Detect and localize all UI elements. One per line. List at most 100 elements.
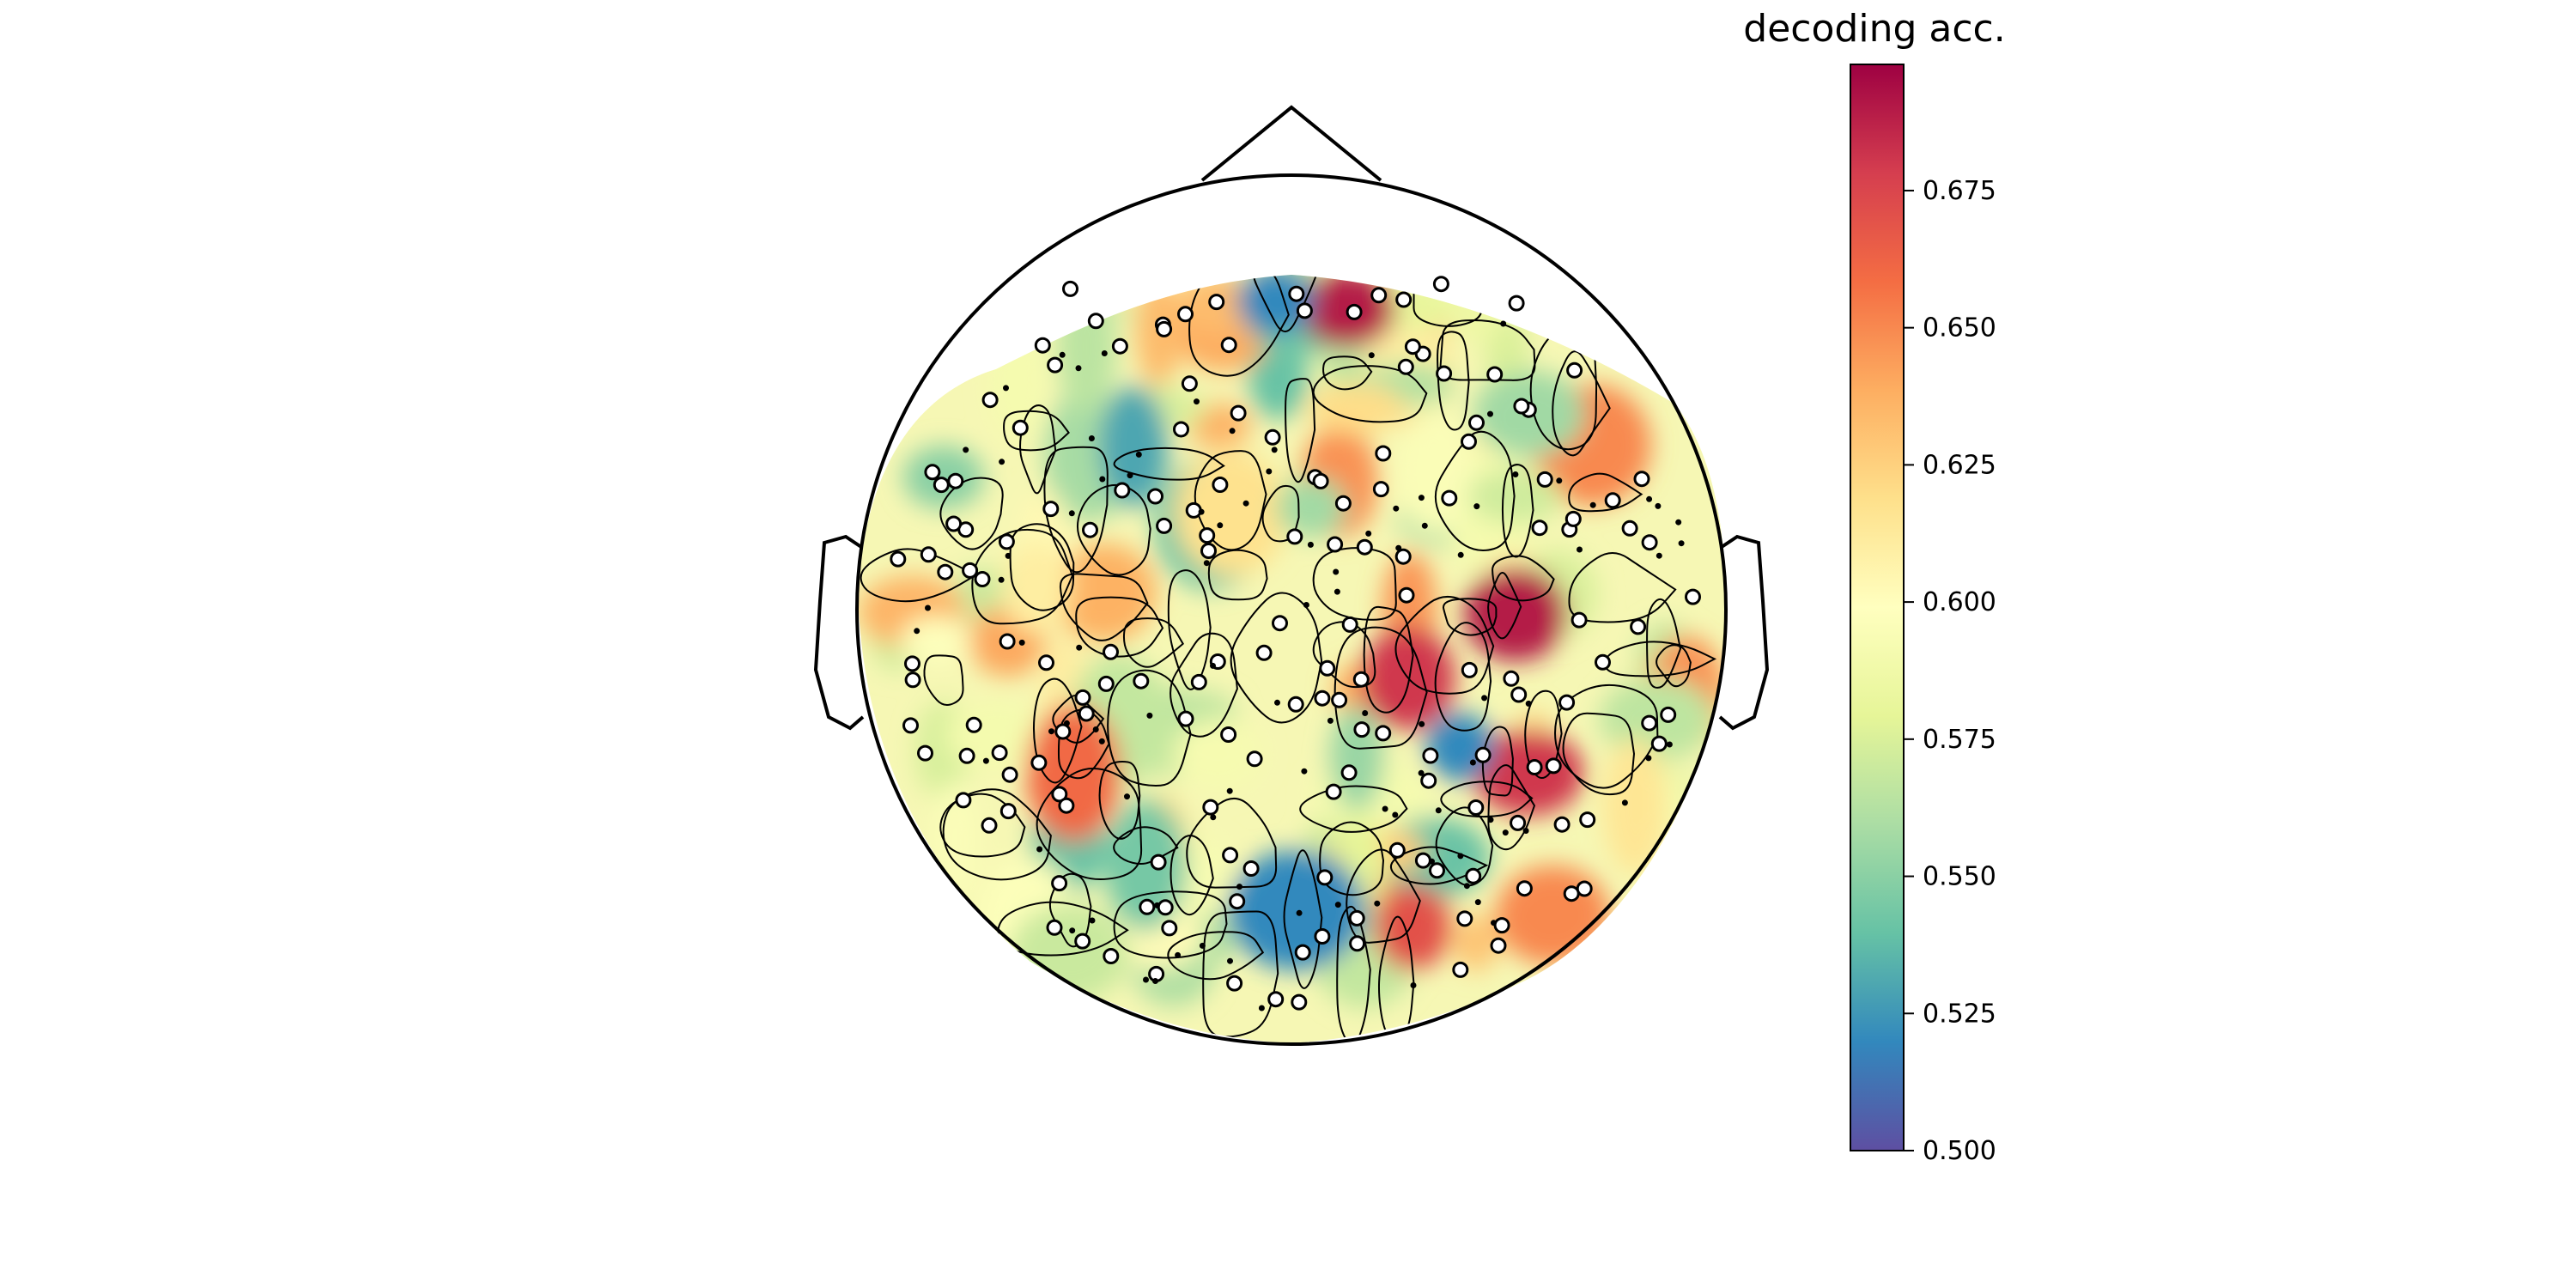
contour-line bbox=[1285, 378, 1316, 483]
sensor-marker bbox=[1503, 670, 1520, 687]
sensor-marker bbox=[1526, 759, 1543, 775]
sensor-marker bbox=[1502, 829, 1509, 836]
sensor-marker bbox=[1553, 816, 1571, 833]
sensor-marker bbox=[1352, 671, 1370, 688]
sensor-marker bbox=[1397, 358, 1414, 375]
sensor-marker bbox=[1333, 568, 1340, 575]
sensor-marker bbox=[890, 550, 907, 568]
sensor-marker bbox=[1334, 588, 1340, 595]
sensor-marker bbox=[1589, 501, 1596, 508]
contour-line bbox=[1059, 573, 1149, 641]
sensor-marker bbox=[1227, 957, 1233, 964]
sensor-marker bbox=[1001, 766, 1018, 783]
right-ear bbox=[1718, 534, 1770, 731]
sensor-marker bbox=[1452, 961, 1469, 978]
contour-line bbox=[1394, 595, 1495, 695]
colorbar-tick-label: 0.500 bbox=[1923, 1136, 1996, 1166]
colorbar-tick-label: 0.650 bbox=[1923, 313, 1996, 343]
sensor-marker bbox=[963, 447, 969, 453]
field-patch bbox=[1329, 705, 1384, 811]
contour-line bbox=[942, 788, 1052, 881]
sensor-marker bbox=[1469, 759, 1476, 766]
sensor-marker bbox=[1468, 414, 1485, 431]
sensor-marker bbox=[1111, 337, 1128, 355]
sensor-marker bbox=[1349, 935, 1366, 952]
sensor-marker bbox=[1510, 686, 1528, 703]
sensor-marker bbox=[1048, 728, 1054, 735]
contour-line bbox=[1009, 523, 1075, 611]
sensor-marker bbox=[1150, 854, 1167, 871]
sensor-marker bbox=[1316, 869, 1334, 886]
sensor-marker bbox=[1036, 846, 1043, 853]
sensor-marker bbox=[1429, 862, 1445, 879]
contour-line bbox=[1186, 798, 1278, 889]
sensor-marker bbox=[945, 515, 963, 532]
sensor-marker bbox=[1508, 295, 1525, 312]
contour-line bbox=[1075, 596, 1164, 658]
sensor-marker bbox=[1341, 616, 1358, 633]
sensor-marker bbox=[1646, 495, 1653, 502]
sensor-marker bbox=[965, 716, 982, 733]
sensor-marker bbox=[1274, 699, 1280, 706]
sensor-marker bbox=[1650, 735, 1668, 752]
sensor-marker bbox=[1375, 445, 1392, 462]
sensor-marker bbox=[981, 817, 998, 834]
sensor-marker bbox=[1200, 543, 1217, 559]
sensor-marker bbox=[1226, 787, 1233, 794]
sensor-marker bbox=[1222, 847, 1239, 864]
colorbar-tick-label: 0.675 bbox=[1923, 176, 1996, 206]
sensor-marker bbox=[1038, 654, 1054, 671]
sensor-marker bbox=[1301, 768, 1308, 775]
contour-line bbox=[939, 477, 1004, 550]
nose bbox=[1200, 105, 1382, 182]
left-ear bbox=[813, 534, 865, 731]
sensor-marker bbox=[1082, 521, 1098, 538]
sensor-marker bbox=[1314, 690, 1331, 707]
sensor-marker bbox=[1473, 503, 1480, 510]
sensor-marker bbox=[1558, 694, 1576, 711]
sensor-marker bbox=[1099, 476, 1106, 483]
sensor-marker bbox=[1220, 337, 1237, 354]
contour-line bbox=[1003, 410, 1070, 452]
contour-line bbox=[1167, 931, 1265, 981]
sensor-marker bbox=[1660, 706, 1677, 723]
sensor-marker bbox=[1058, 797, 1075, 814]
sensor-marker bbox=[974, 571, 991, 587]
contour-line bbox=[1437, 331, 1470, 431]
sensor-marker bbox=[947, 472, 964, 489]
sensor-marker bbox=[998, 533, 1015, 550]
sensor-marker bbox=[1087, 313, 1104, 330]
sensor-marker bbox=[1487, 817, 1494, 823]
sensor-marker bbox=[1388, 841, 1406, 859]
sensor-marker bbox=[1156, 320, 1173, 337]
sensor-marker bbox=[1467, 799, 1485, 816]
sensor-marker bbox=[1124, 793, 1130, 800]
sensor-marker bbox=[1394, 548, 1412, 565]
sensor-marker bbox=[1516, 880, 1533, 897]
sensor-marker bbox=[1092, 726, 1099, 732]
sensor-marker bbox=[1340, 764, 1358, 781]
sensor-marker bbox=[904, 671, 921, 689]
sensor-marker bbox=[1078, 705, 1095, 722]
sensor-marker bbox=[1190, 673, 1207, 690]
sensor-marker bbox=[1457, 853, 1464, 860]
sensor-marker bbox=[1536, 471, 1553, 488]
sensor-marker bbox=[1210, 662, 1216, 669]
sensor-marker bbox=[1097, 675, 1115, 692]
sensor-marker bbox=[1076, 644, 1083, 651]
sensor-marker bbox=[1034, 337, 1051, 354]
sensor-marker bbox=[1018, 639, 1025, 646]
contour-line bbox=[1043, 446, 1109, 574]
sensor-marker bbox=[933, 477, 950, 494]
contour-line bbox=[1019, 404, 1057, 495]
sensor-marker bbox=[1069, 927, 1076, 934]
sensor-marker bbox=[1493, 917, 1510, 934]
sensor-marker bbox=[1474, 746, 1492, 763]
sensor-marker bbox=[1312, 472, 1329, 489]
sensor-marker bbox=[1156, 517, 1173, 534]
sensor-marker bbox=[1465, 867, 1482, 884]
sensor-marker bbox=[1531, 519, 1548, 537]
sensor-marker bbox=[1051, 875, 1068, 892]
sensor-marker bbox=[920, 546, 937, 563]
